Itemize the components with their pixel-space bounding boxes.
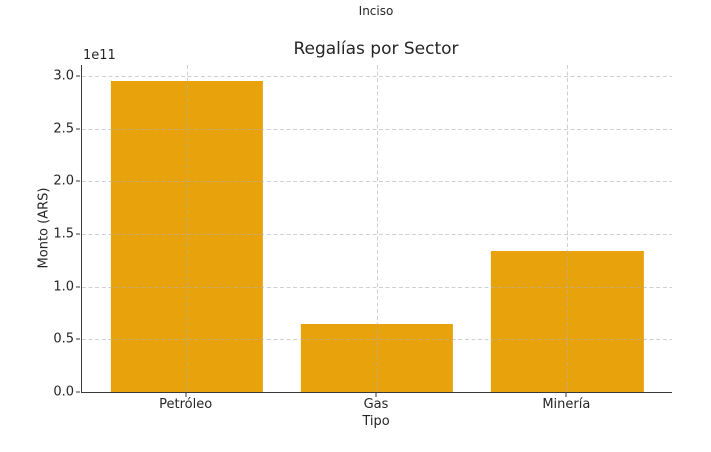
x-tick-labels: Petróleo Gas Minería (81, 397, 671, 413)
y-axis-offset-text: 1e11 (83, 48, 116, 63)
x-gridline (186, 65, 188, 392)
y-tick-labels: 0.0 0.5 1.0 1.5 2.0 2.5 3.0 (0, 65, 74, 400)
y-tick (76, 128, 80, 130)
y-tick (76, 75, 80, 77)
y-tick (76, 233, 80, 235)
y-tick-label: 2.0 (53, 173, 74, 189)
y-tick-label: 1.0 (53, 279, 74, 295)
y-tick (76, 338, 80, 340)
y-tick (76, 286, 80, 288)
x-tick-label: Gas (363, 397, 389, 412)
x-tick (375, 393, 377, 397)
y-tick (76, 391, 80, 393)
y-tick-label: 1.5 (53, 226, 74, 242)
x-tick-label: Minería (542, 397, 591, 412)
y-tick-label: 3.0 (53, 68, 74, 84)
plot-area (81, 65, 672, 393)
x-tick (565, 393, 567, 397)
x-gridline (567, 65, 569, 392)
x-tick-marks (81, 393, 671, 397)
x-tick-label: Petróleo (159, 397, 213, 412)
figure-suptitle: Inciso (358, 4, 394, 18)
x-tick (185, 393, 187, 397)
y-tick-label: 2.5 (53, 121, 74, 137)
y-tick-marks (76, 65, 80, 393)
y-tick-label: 0.0 (53, 384, 74, 400)
y-tick (76, 180, 80, 182)
y-tick-label: 0.5 (53, 331, 74, 347)
x-axis-label: Tipo (362, 414, 390, 429)
x-gridline (377, 65, 378, 392)
chart-title: Regalías por Sector (293, 39, 459, 59)
